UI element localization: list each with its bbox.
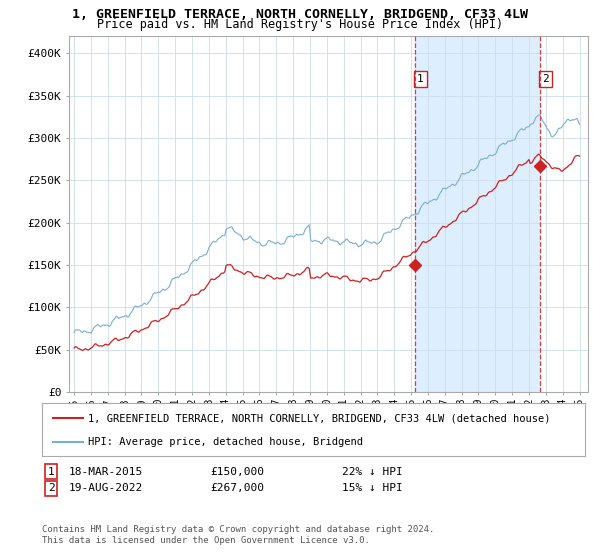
Text: 1, GREENFIELD TERRACE, NORTH CORNELLY, BRIDGEND, CF33 4LW (detached house): 1, GREENFIELD TERRACE, NORTH CORNELLY, B… (88, 413, 551, 423)
Text: 1: 1 (47, 466, 55, 477)
Text: Contains HM Land Registry data © Crown copyright and database right 2024.
This d: Contains HM Land Registry data © Crown c… (42, 525, 434, 545)
Text: £267,000: £267,000 (210, 483, 264, 493)
Text: 1, GREENFIELD TERRACE, NORTH CORNELLY, BRIDGEND, CF33 4LW: 1, GREENFIELD TERRACE, NORTH CORNELLY, B… (72, 8, 528, 21)
Text: 22% ↓ HPI: 22% ↓ HPI (342, 466, 403, 477)
Text: 19-AUG-2022: 19-AUG-2022 (69, 483, 143, 493)
Bar (415, 36, 539, 392)
Text: 2: 2 (542, 74, 549, 84)
Text: 2: 2 (47, 483, 55, 493)
Text: £150,000: £150,000 (210, 466, 264, 477)
Text: 18-MAR-2015: 18-MAR-2015 (69, 466, 143, 477)
Text: Price paid vs. HM Land Registry's House Price Index (HPI): Price paid vs. HM Land Registry's House … (97, 18, 503, 31)
Text: 1: 1 (417, 74, 424, 84)
Text: 15% ↓ HPI: 15% ↓ HPI (342, 483, 403, 493)
Text: HPI: Average price, detached house, Bridgend: HPI: Average price, detached house, Brid… (88, 436, 363, 446)
